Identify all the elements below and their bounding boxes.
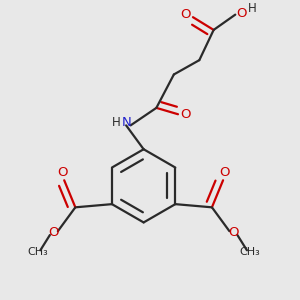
Text: O: O: [228, 226, 239, 239]
Text: O: O: [180, 8, 191, 21]
Text: H: H: [112, 116, 121, 129]
Text: O: O: [180, 108, 190, 121]
Text: O: O: [236, 7, 246, 20]
Text: O: O: [49, 226, 59, 239]
Text: O: O: [57, 166, 68, 179]
Text: CH₃: CH₃: [239, 247, 260, 257]
Text: O: O: [219, 166, 230, 179]
Text: CH₃: CH₃: [27, 247, 48, 257]
Text: N: N: [122, 116, 132, 129]
Text: H: H: [248, 2, 256, 15]
